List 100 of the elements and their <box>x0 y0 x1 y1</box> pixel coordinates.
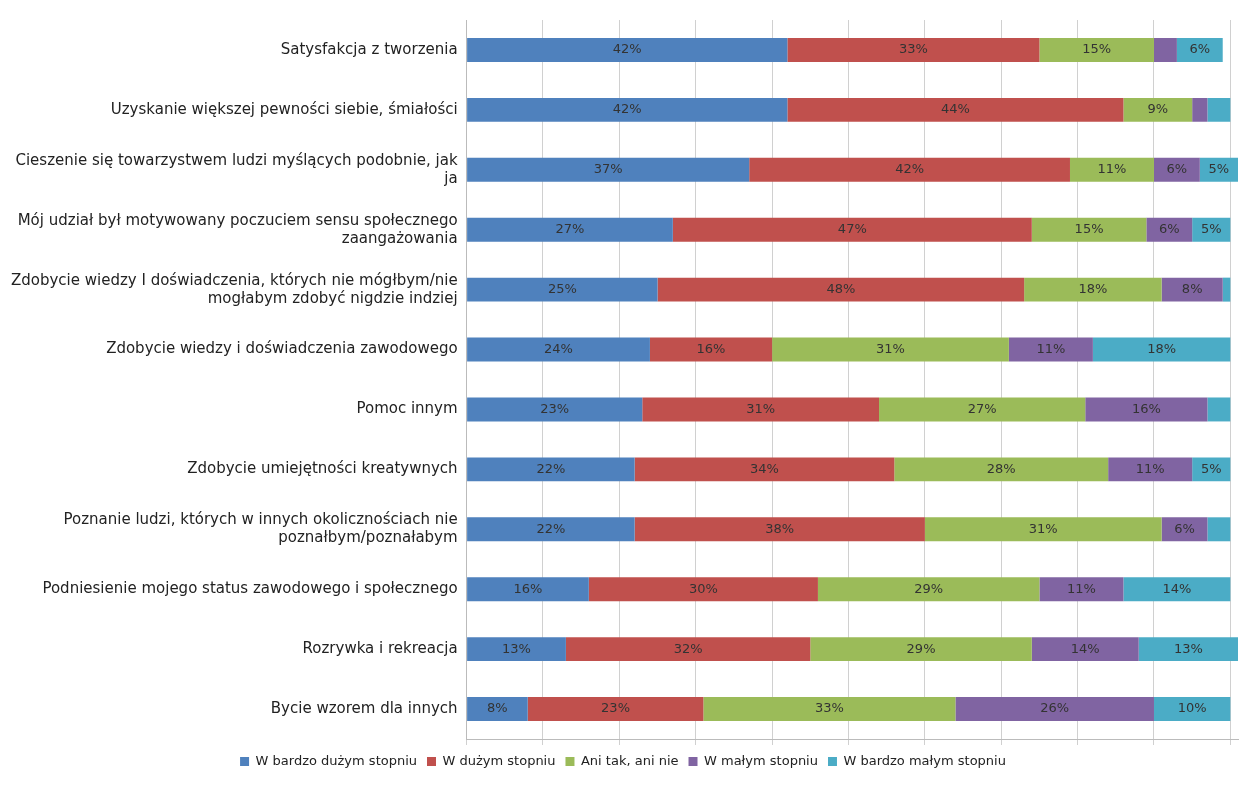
data-label: 8% <box>1181 281 1203 296</box>
bar <box>672 217 1032 242</box>
data-label: 13% <box>502 640 531 656</box>
bar <box>467 637 566 662</box>
bar <box>1207 517 1231 542</box>
bar <box>649 337 773 362</box>
y-tick-label: Rozrywka i rekreacja <box>302 639 458 658</box>
bar <box>467 277 658 302</box>
data-label: 38% <box>765 520 795 536</box>
data-label: 30% <box>688 580 718 596</box>
data-label: 16% <box>696 340 726 356</box>
bar <box>467 337 650 362</box>
data-label: 16% <box>1131 400 1161 416</box>
data-label: 6% <box>1189 41 1211 57</box>
data-label: 27% <box>967 400 997 416</box>
bar <box>657 277 1025 302</box>
data-label: 31% <box>1028 520 1058 536</box>
data-label: 23% <box>601 700 630 716</box>
data-label: 14% <box>1070 640 1100 656</box>
y-tick-label: Poznanie ludzi, których w innych okolicznościach nie poznałbym/poznałabym <box>63 510 458 547</box>
bar <box>894 457 1109 482</box>
bar <box>1207 397 1231 422</box>
y-tick-label: Zdobycie umiejętności kreatywnych <box>187 459 458 478</box>
data-label: 15% <box>1082 41 1112 57</box>
bar <box>879 397 1086 422</box>
data-label: 5% <box>1200 460 1222 476</box>
data-label: 32% <box>673 640 703 656</box>
y-tick-label: Uzyskanie większej pewności siebie, śmiałości <box>110 99 458 118</box>
data-label: 28% <box>986 460 1016 476</box>
bar <box>1031 637 1139 662</box>
data-label: 31% <box>876 340 905 356</box>
bar <box>565 637 811 662</box>
data-label: 18% <box>1147 340 1177 356</box>
data-label: 42% <box>612 101 642 117</box>
data-label: 27% <box>555 221 585 237</box>
y-tick-label: Satysfakcja z tworzenia <box>280 39 458 58</box>
bar <box>924 517 1162 542</box>
bar <box>1039 577 1124 602</box>
y-tick-label: Podniesienie mojego status zawodowego i społecznego <box>42 579 458 598</box>
bar <box>1085 397 1208 422</box>
bar <box>588 577 818 602</box>
data-label: 44% <box>940 101 970 117</box>
bar <box>1031 217 1147 242</box>
bar <box>1024 277 1162 302</box>
bar <box>1108 457 1193 482</box>
y-tick-label: Zdobycie wiedzy I doświadczenia, których nie mógłbym/nie mogłabym zdobyć nigdzie indziej <box>10 270 458 307</box>
data-label: 29% <box>906 640 936 656</box>
bar <box>772 337 1009 362</box>
data-label: 15% <box>1074 221 1104 237</box>
data-label: 47% <box>837 221 867 237</box>
data-label: 48% <box>826 281 856 296</box>
bar <box>1161 277 1223 302</box>
legend-label: Ani tak, ani nie <box>580 752 679 768</box>
bar <box>467 157 750 182</box>
bar <box>467 97 788 122</box>
data-label: 22% <box>536 460 566 476</box>
bar <box>817 577 1040 602</box>
bar <box>467 37 788 62</box>
bar <box>467 457 635 482</box>
data-label: 9% <box>1147 101 1169 117</box>
bar <box>703 697 956 722</box>
data-label: 11% <box>1036 340 1066 356</box>
data-label: 11% <box>1066 580 1096 596</box>
data-label: 22% <box>536 520 566 536</box>
data-label: 6% <box>1174 520 1195 536</box>
bar <box>1008 337 1093 362</box>
bar <box>1123 577 1231 602</box>
data-label: 26% <box>1040 700 1070 716</box>
bar <box>467 217 673 242</box>
data-label: 11% <box>1097 161 1127 177</box>
bar <box>467 577 589 602</box>
bar <box>527 697 704 722</box>
data-label: 23% <box>540 400 570 416</box>
data-label: 5% <box>1208 161 1230 177</box>
data-label: 34% <box>750 460 779 476</box>
y-tick-label: Cieszenie się towarzystwem ludzi myślących podobnie, jak ja <box>15 150 458 187</box>
bar <box>1153 37 1177 62</box>
data-label: 29% <box>914 580 944 596</box>
data-label: 10% <box>1177 700 1207 716</box>
data-label: 33% <box>814 700 844 716</box>
legend-label: W małym stopniu <box>704 752 818 768</box>
bar <box>1222 277 1231 302</box>
y-tick-label: Bycie wzorem dla innych <box>270 698 458 717</box>
bar <box>1138 637 1238 662</box>
legend-label: W bardzo dużym stopniu <box>255 752 418 768</box>
bar <box>1176 37 1223 62</box>
bar <box>1039 37 1154 62</box>
bar <box>1146 217 1193 242</box>
bar <box>787 97 1124 122</box>
y-tick-label: Mój udział był motywowany poczuciem sensu społecznego zaangażowania <box>17 210 458 247</box>
data-label: 25% <box>547 281 577 296</box>
bar <box>634 457 895 482</box>
bar <box>1153 697 1231 722</box>
data-label: 31% <box>746 400 776 416</box>
data-label: 42% <box>612 41 642 57</box>
bar <box>634 517 925 542</box>
bar <box>1092 337 1231 362</box>
data-label: 6% <box>1166 161 1188 177</box>
legend-label: W dużym stopniu <box>442 752 556 768</box>
data-label: 8% <box>487 700 508 716</box>
